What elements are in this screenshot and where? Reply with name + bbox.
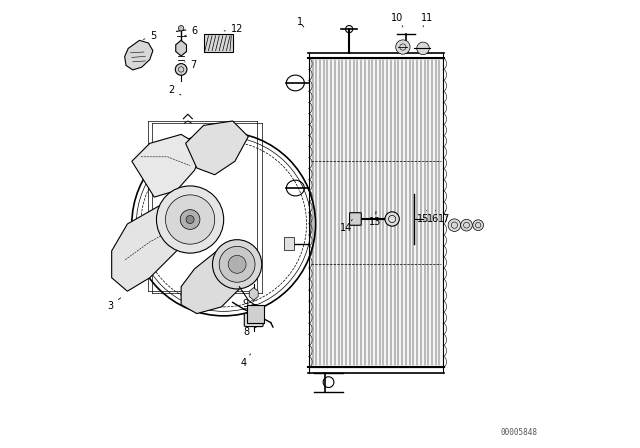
Text: 4: 4 <box>241 354 250 368</box>
Bar <box>308 58 443 367</box>
Circle shape <box>179 26 184 31</box>
Circle shape <box>385 212 399 226</box>
Circle shape <box>396 40 410 54</box>
Bar <box>284 237 294 250</box>
Circle shape <box>156 186 224 253</box>
Text: 15: 15 <box>417 211 429 224</box>
Polygon shape <box>249 288 258 300</box>
Text: 2: 2 <box>168 85 181 95</box>
Polygon shape <box>181 249 250 314</box>
Circle shape <box>473 220 484 231</box>
Text: 00005848: 00005848 <box>500 428 538 437</box>
Polygon shape <box>176 40 186 56</box>
Polygon shape <box>186 121 248 175</box>
Circle shape <box>212 240 262 289</box>
Text: 10: 10 <box>391 13 403 27</box>
Text: 17: 17 <box>438 211 451 224</box>
FancyBboxPatch shape <box>244 313 263 327</box>
Text: 6: 6 <box>185 26 198 36</box>
Text: 3: 3 <box>108 298 120 310</box>
Circle shape <box>448 219 461 232</box>
Text: 7: 7 <box>185 60 196 70</box>
Text: 16: 16 <box>428 211 440 224</box>
Circle shape <box>219 246 255 282</box>
Circle shape <box>461 220 472 231</box>
Circle shape <box>417 42 429 55</box>
Text: 11: 11 <box>420 13 433 27</box>
Text: 8: 8 <box>243 327 257 337</box>
Circle shape <box>175 64 187 75</box>
FancyBboxPatch shape <box>349 213 361 225</box>
Text: 1: 1 <box>297 17 304 27</box>
Text: 5: 5 <box>143 31 156 41</box>
Circle shape <box>186 215 194 224</box>
Bar <box>247 305 264 323</box>
Text: 13: 13 <box>369 211 381 227</box>
Polygon shape <box>125 40 153 70</box>
Text: 12: 12 <box>224 24 243 34</box>
Circle shape <box>228 255 246 273</box>
Bar <box>204 34 233 52</box>
Circle shape <box>180 210 200 229</box>
Text: 9: 9 <box>242 299 257 309</box>
Polygon shape <box>132 134 204 197</box>
Text: 14: 14 <box>340 220 352 233</box>
Circle shape <box>165 195 214 244</box>
Polygon shape <box>111 206 190 291</box>
